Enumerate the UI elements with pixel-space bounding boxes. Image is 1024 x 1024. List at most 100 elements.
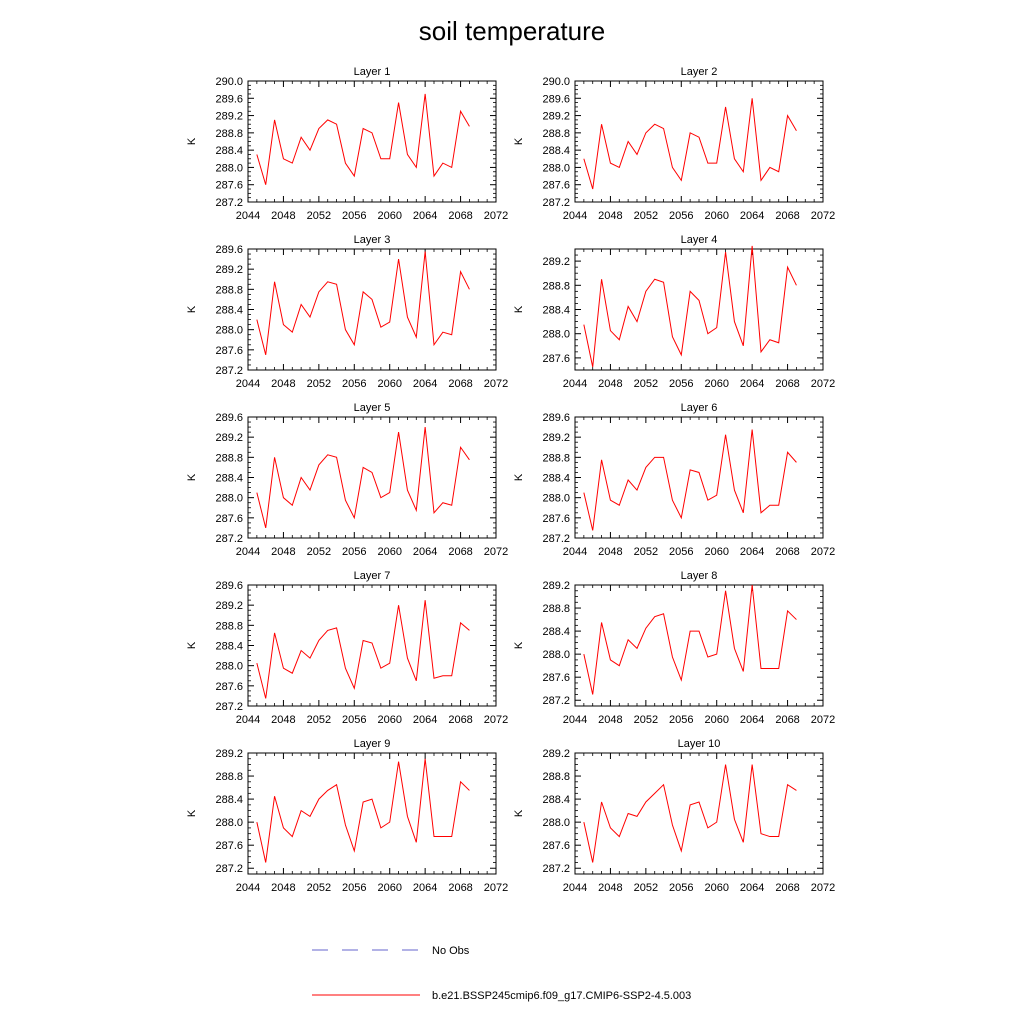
y-tick-label: 288.4 [215,641,243,653]
y-tick-label: 287.6 [542,353,570,365]
y-axis-label: K [513,137,525,145]
y-tick-label: 289.2 [542,432,570,444]
panel-3: Layer 3 K 2044 2048 2052 2056 2060 2064 2068 2072… [186,234,508,390]
x-tick-label: 2064 [413,546,437,558]
y-tick-label: 288.0 [542,817,570,829]
x-tick-label: 2064 [413,714,437,726]
y-tick-label: 287.6 [215,345,243,357]
y-tick-label: 288.0 [542,493,570,505]
y-tick-label: 287.6 [215,513,243,525]
y-tick-label: 290.0 [215,76,243,88]
panel-title: Layer 10 [678,738,721,750]
plot-frame [574,80,824,203]
panel-9: Layer 9 K 2044 2048 2052 2056 2060 2064 2068 2072… [186,738,508,894]
x-tick-label: 2064 [740,378,764,390]
plot-frame [247,80,497,203]
plot-frame [247,248,497,371]
x-tick-label: 2056 [342,714,366,726]
series-line [583,584,797,695]
series-line [583,98,797,190]
y-tick-label: 289.2 [215,111,243,123]
series-line [583,764,797,863]
x-tick-label: 2064 [413,210,437,222]
x-tick-label: 2044 [563,378,587,390]
y-tick-label: 287.6 [215,840,243,852]
y-tick-label: 288.8 [542,128,570,140]
y-axis-label: K [186,809,198,817]
y-tick-label: 289.6 [542,412,570,424]
y-tick-label: 287.2 [215,701,243,713]
x-tick-label: 2044 [563,210,587,222]
x-tick-label: 2068 [775,546,799,558]
x-tick-label: 2060 [704,882,728,894]
y-tick-label: 289.2 [215,748,243,760]
x-tick-label: 2072 [811,378,835,390]
x-tick-label: 2048 [271,546,295,558]
y-tick-label: 288.0 [542,649,570,661]
x-tick-label: 2068 [775,378,799,390]
y-tick-label: 287.2 [542,863,570,875]
x-tick-label: 2072 [811,546,835,558]
plot-frame [574,584,824,707]
panel-title: Layer 3 [354,234,391,246]
y-tick-label: 288.8 [542,603,570,615]
y-tick-label: 287.2 [542,695,570,707]
x-tick-label: 2068 [448,714,472,726]
y-axis-label: K [513,641,525,649]
plot-frame [574,416,824,539]
x-tick-label: 2056 [669,210,693,222]
y-tick-label: 288.8 [215,284,243,296]
x-tick-label: 2052 [634,546,658,558]
y-axis-label: K [513,305,525,313]
panel-title: Layer 6 [681,402,718,414]
x-tick-label: 2056 [342,546,366,558]
y-tick-label: 287.2 [215,533,243,545]
y-tick-label: 289.2 [542,256,570,268]
x-tick-label: 2048 [598,882,622,894]
x-tick-label: 2064 [740,714,764,726]
y-tick-label: 288.0 [542,329,570,341]
x-tick-label: 2044 [236,378,260,390]
panel-title: Layer 5 [354,402,391,414]
x-tick-label: 2068 [775,882,799,894]
y-tick-label: 287.2 [542,533,570,545]
x-tick-label: 2044 [236,882,260,894]
x-tick-label: 2068 [448,882,472,894]
x-tick-label: 2072 [484,714,508,726]
series-line [256,427,470,529]
figure-title: soil temperature [419,16,605,46]
y-tick-label: 289.6 [215,412,243,424]
y-tick-label: 287.6 [542,840,570,852]
y-tick-label: 287.2 [215,365,243,377]
panel-title: Layer 1 [354,66,391,78]
x-tick-label: 2048 [271,210,295,222]
y-tick-label: 289.2 [542,580,570,592]
y-tick-label: 287.6 [215,180,243,192]
x-tick-label: 2044 [563,714,587,726]
x-tick-label: 2060 [704,210,728,222]
y-tick-label: 290.0 [542,76,570,88]
legend-label: b.e21.BSSP245cmip6.f09_g17.CMIP6-SSP2-4.… [432,990,691,1002]
panel-title: Layer 9 [354,738,391,750]
x-tick-label: 2048 [598,210,622,222]
y-tick-label: 288.0 [215,661,243,673]
y-tick-label: 288.4 [542,145,570,157]
y-tick-label: 288.4 [542,473,570,485]
y-tick-label: 289.2 [215,432,243,444]
y-tick-label: 288.4 [215,145,243,157]
y-tick-label: 288.8 [215,771,243,783]
plot-frame [574,248,824,371]
x-tick-label: 2072 [484,882,508,894]
x-tick-label: 2056 [342,378,366,390]
y-tick-label: 288.4 [215,473,243,485]
x-tick-label: 2072 [484,378,508,390]
series-line [583,245,797,368]
legend-label: No Obs [432,945,470,957]
x-tick-label: 2068 [448,210,472,222]
x-tick-label: 2056 [669,714,693,726]
y-tick-label: 289.2 [215,264,243,276]
x-tick-label: 2060 [377,546,401,558]
x-tick-label: 2048 [271,714,295,726]
x-tick-label: 2052 [634,882,658,894]
